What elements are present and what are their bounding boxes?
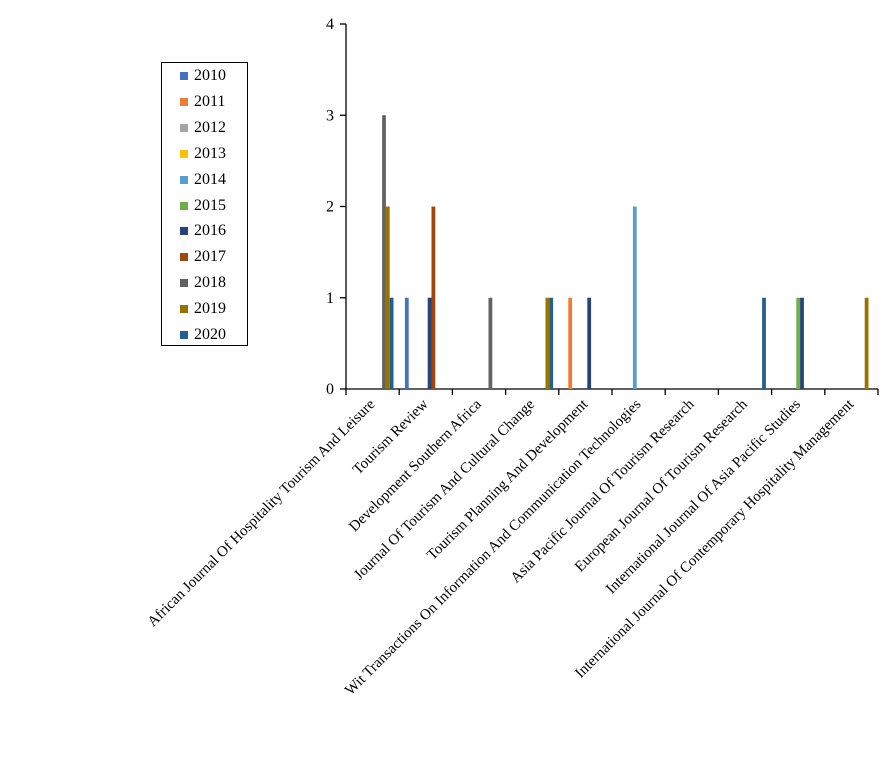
legend-label: 2013 [194, 144, 226, 162]
legend-item: 2014 [180, 171, 226, 189]
legend-swatch [180, 72, 188, 80]
legend-label: 2014 [194, 170, 226, 188]
legend-label: 2018 [194, 274, 226, 292]
bar-2011 [568, 297, 573, 389]
x-tick-label: International Journal Of Asia Pacific St… [603, 396, 804, 597]
legend-item: 2016 [180, 222, 226, 240]
y-tick-label: 3 [326, 107, 334, 124]
chart-tick-labels: 0 1 2 3 4 African Journal Of Hospitality Tour… [145, 16, 858, 699]
legend-swatch [180, 331, 188, 339]
legend-label: 2010 [194, 67, 226, 84]
legend-swatch [180, 123, 188, 132]
legend-swatch [180, 279, 188, 288]
legend-label: 2017 [194, 248, 226, 266]
legend-item: 2010 [180, 67, 226, 85]
y-tick-label: 2 [326, 199, 334, 216]
legend-label: 2016 [194, 222, 226, 240]
bar-2019 [545, 297, 550, 389]
bar-2010 [404, 297, 409, 389]
bar-2016 [427, 297, 432, 389]
bar-2019 [864, 297, 869, 389]
bar-2018 [382, 115, 386, 389]
legend-swatch [180, 97, 188, 106]
legend-swatch [180, 305, 188, 314]
bar-2019 [385, 206, 390, 389]
legend-label: 2011 [194, 92, 226, 110]
legend-item: 2011 [180, 93, 225, 111]
bar-2015 [796, 297, 801, 389]
legend-item: 2017 [180, 248, 226, 266]
legend-item: 2012 [180, 119, 226, 137]
legend-item: 2018 [180, 274, 226, 292]
bar-2016 [800, 297, 804, 389]
legend-item: 2013 [180, 145, 226, 163]
legend-swatch [180, 201, 188, 210]
legend-swatch [180, 175, 188, 184]
bar-2020 [389, 297, 394, 389]
legend-item: 2020 [180, 326, 226, 344]
bar-2020 [762, 297, 766, 389]
chart-legend: 2010 2011 2012 2013 2014 2015 2016 2017 2018 2019… [161, 62, 248, 346]
legend-swatch [180, 149, 188, 158]
legend-item: 2015 [180, 197, 226, 215]
legend-swatch [180, 253, 188, 262]
bar-2018 [488, 297, 493, 389]
legend-swatch [180, 227, 188, 236]
legend-label: 2019 [194, 300, 226, 318]
y-tick-label: 0 [326, 381, 334, 398]
x-tick-label: Asia Pacific Journal Of Tourism Research [508, 396, 698, 586]
bar-2016 [587, 297, 592, 389]
chart-bars [382, 115, 869, 389]
legend-label: 2020 [194, 326, 226, 343]
legend-label: 2015 [194, 196, 226, 214]
bar-2020 [549, 297, 554, 389]
x-tick-label: African Journal Of Hospitality Tourism A… [145, 396, 379, 630]
y-tick-label: 1 [326, 290, 334, 307]
legend-item: 2019 [180, 300, 226, 318]
bar-2017 [431, 206, 436, 389]
y-tick-label: 4 [326, 16, 334, 33]
legend-label: 2012 [194, 118, 226, 136]
bar-2014 [632, 206, 637, 389]
